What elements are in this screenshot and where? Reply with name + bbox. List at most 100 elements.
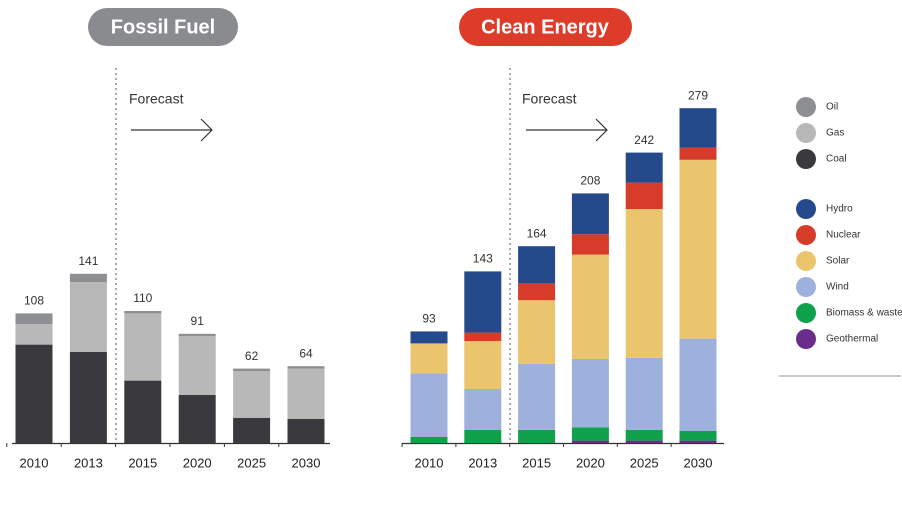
bar-segment [287,366,325,369]
bar-segment [518,363,556,430]
bar-segment [571,427,609,441]
legend-swatch [796,225,816,245]
bar-segment [625,440,663,443]
total-label: 242 [634,133,654,147]
bar-segment [15,324,53,345]
legend-label: Solar [826,256,850,267]
bar-segment [518,246,556,284]
bar-segment [679,159,717,339]
chart-title: Clean Energy [481,16,610,38]
legend-label: Biomass & waste [826,308,902,319]
bar-segment [571,440,609,443]
legend-label: Nuclear [826,230,861,241]
legend-label: Geothermal [826,334,878,345]
x-tick-label: 2020 [183,455,212,470]
bar-segment [625,429,663,441]
chart-title: Fossil Fuel [111,16,215,38]
legend-swatch [796,199,816,219]
bar-segment [124,313,162,381]
bar-segment [625,152,663,183]
bar-segment [625,209,663,358]
x-tick-label: 2020 [576,455,605,470]
bar-segment [178,333,216,337]
bar-segment [464,332,502,341]
bar-segment [410,437,448,443]
bar-segment [410,343,448,374]
legend-swatch [796,277,816,297]
total-label: 108 [24,294,44,308]
bar-segment [679,440,717,443]
legend-swatch [796,251,816,271]
bar-segment [679,147,717,160]
bar-segment [15,344,53,443]
x-tick-label: 2013 [74,455,103,470]
bar-segment [518,283,556,301]
bar-segment [124,380,162,443]
bar-segment [571,359,609,428]
bar-segment [233,371,271,418]
x-tick-label: 2025 [630,455,659,470]
forecast-arrow [131,118,608,142]
bar-segment [233,417,271,443]
bar-segment [464,429,502,443]
legend-label: Coal [826,154,847,165]
bar-segment [15,313,53,325]
bar-segment [287,419,325,443]
legend-swatch [796,149,816,169]
bar-segment [233,368,271,371]
bar-segment [571,254,609,359]
bar-segment [518,429,556,443]
x-tick-label: 2030 [292,455,321,470]
bar-segment [124,311,162,314]
bar-segment [464,271,502,333]
x-tick-label: 2013 [468,455,497,470]
annotation: Forecast [522,91,577,107]
legend-swatch [796,303,816,323]
title-pill [88,8,238,46]
legend-label: Wind [826,282,849,293]
bar-segment [464,341,502,389]
total-label: 208 [580,174,600,188]
bar-segment [679,338,717,431]
bar-segment [410,331,448,344]
bar-segment [178,395,216,443]
legend-swatch [796,329,816,349]
total-label: 164 [527,226,547,240]
bar-segment [178,336,216,395]
x-tick-label: 2015 [522,455,551,470]
legend-swatch [796,97,816,117]
bar-segment [464,389,502,430]
total-label: 91 [191,314,205,328]
total-label: 110 [133,291,152,305]
bar-segment [518,300,556,364]
annotation: Forecast [129,91,184,107]
total-label: 93 [422,312,436,326]
bar-segment [410,373,448,437]
total-label: 143 [473,252,493,266]
x-tick-label: 2010 [415,455,444,470]
title-pill [459,8,632,46]
legend-label: Oil [826,102,838,113]
legend-label: Gas [826,128,844,139]
total-label: 279 [688,88,708,102]
x-tick-label: 2030 [684,455,713,470]
x-tick-label: 2015 [128,455,157,470]
total-label: 141 [78,254,98,268]
total-label: 64 [299,346,313,360]
bar-segment [571,193,609,235]
legend-label: Hydro [826,204,853,215]
x-tick-label: 2010 [20,455,49,470]
bar-segment [679,431,717,441]
bar-segment [571,234,609,255]
bar-segment [679,108,717,148]
bar-segment [625,182,663,209]
bar-segment [69,351,107,443]
bar-segment [287,368,325,419]
bar-segment [625,357,663,430]
total-label: 62 [245,349,259,363]
bar-segment [69,273,107,283]
x-tick-label: 2025 [237,455,266,470]
legend-swatch [796,123,816,143]
bar-segment [69,282,107,352]
